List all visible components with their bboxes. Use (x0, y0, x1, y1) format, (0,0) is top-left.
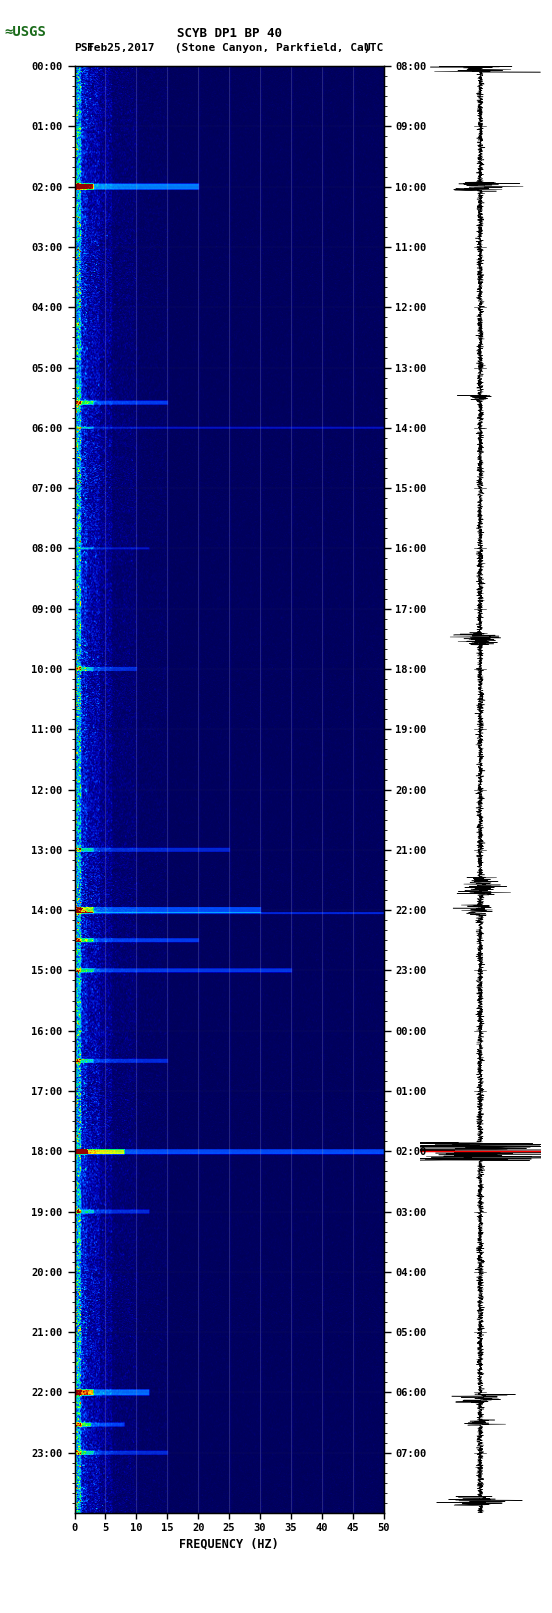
Text: Feb25,2017   (Stone Canyon, Parkfield, Ca): Feb25,2017 (Stone Canyon, Parkfield, Ca) (87, 44, 371, 53)
Text: SCYB DP1 BP 40: SCYB DP1 BP 40 (177, 26, 282, 39)
Text: PST: PST (75, 44, 95, 53)
X-axis label: FREQUENCY (HZ): FREQUENCY (HZ) (179, 1537, 279, 1550)
Text: ≈USGS: ≈USGS (4, 26, 46, 39)
Text: UTC: UTC (363, 44, 384, 53)
